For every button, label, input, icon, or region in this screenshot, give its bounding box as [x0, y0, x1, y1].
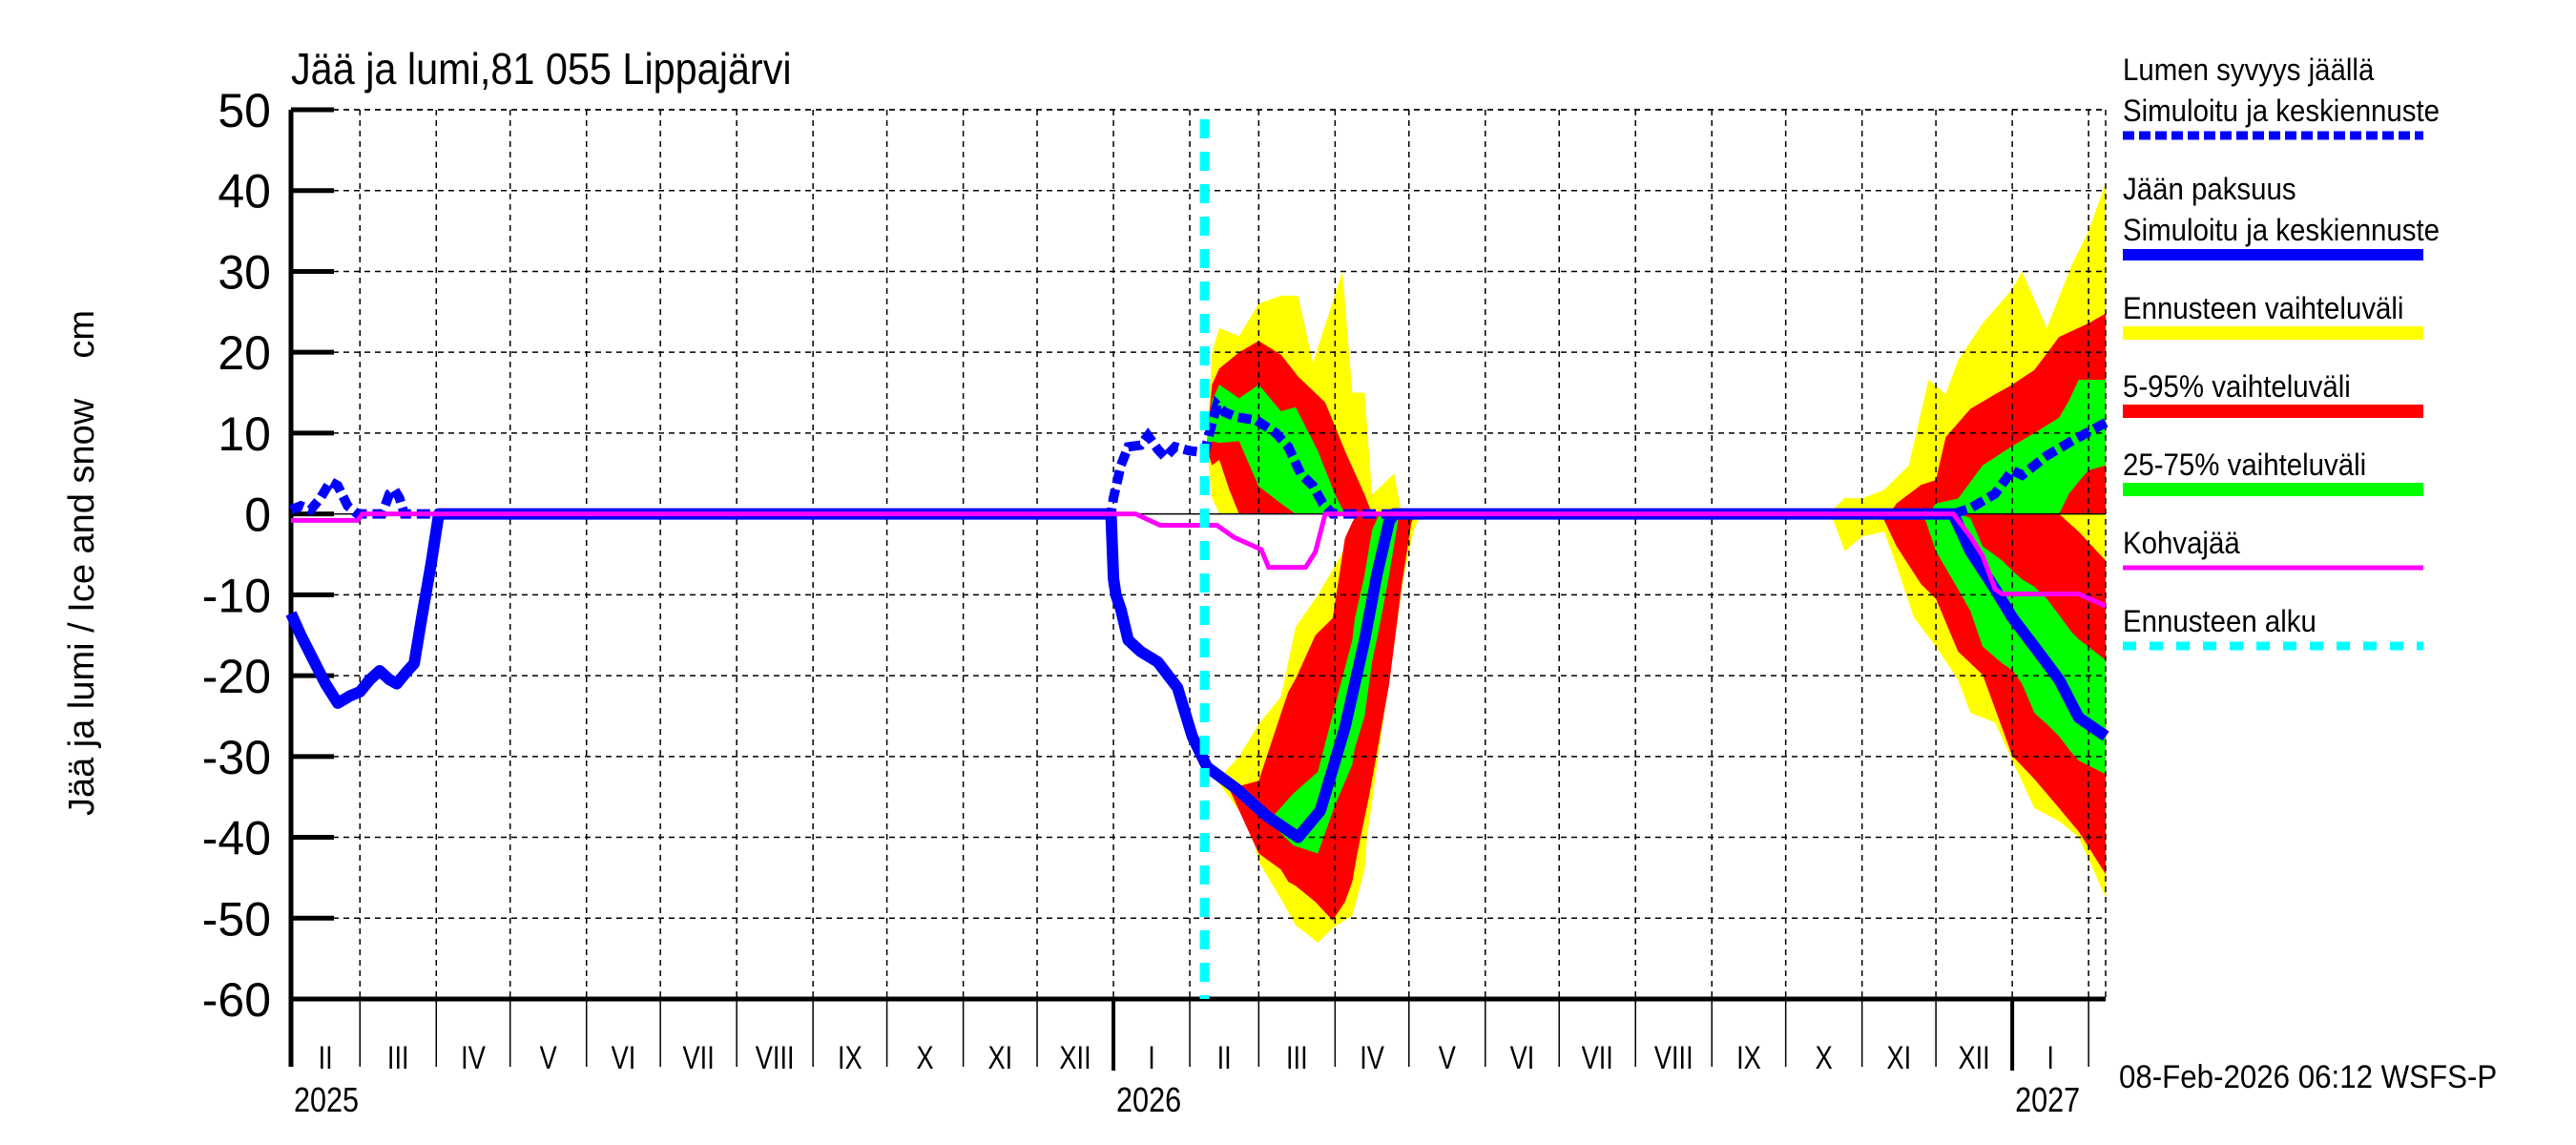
legend-label: 25-75% vaihteluväli	[2123, 448, 2366, 482]
month-label: IX	[838, 1039, 862, 1076]
month-label: III	[387, 1039, 409, 1076]
snow-depth-line	[289, 395, 2109, 519]
legend-label: Jään paksuus	[2123, 172, 2296, 206]
y-tick-label: 0	[244, 489, 271, 542]
legend-label: Kohvajää	[2123, 526, 2241, 560]
month-label: VIII	[1654, 1039, 1693, 1076]
month-label: I	[1148, 1039, 1155, 1076]
month-label: IV	[1360, 1039, 1384, 1076]
month-label: IV	[461, 1039, 486, 1076]
month-label: V	[540, 1039, 558, 1076]
y-tick-label: -50	[202, 892, 271, 946]
month-label: III	[1286, 1039, 1308, 1076]
timestamp: 08-Feb-2026 06:12 WSFS-P	[2119, 1058, 2497, 1095]
series-lines	[285, 119, 2109, 999]
month-label: I	[2046, 1039, 2054, 1076]
band-p25-75-1	[1268, 513, 1400, 854]
month-label: VIII	[756, 1039, 795, 1076]
y-tick-label: 50	[218, 84, 271, 137]
y-tick-label: 30	[218, 245, 271, 299]
month-label: X	[917, 1039, 934, 1076]
year-label: 2025	[294, 1082, 359, 1120]
band-p25-75-3	[1921, 513, 2107, 775]
y-tick-label: -20	[202, 650, 271, 703]
month-label: VI	[1510, 1039, 1535, 1076]
month-label: XI	[1887, 1039, 1912, 1076]
y-tick-label: -60	[202, 973, 271, 1027]
month-label: V	[1439, 1039, 1457, 1076]
legend: Lumen syvyys jäällä Simuloitu ja keskienn…	[2123, 52, 2440, 651]
legend-label: Simuloitu ja keskiennuste	[2123, 213, 2440, 247]
legend-label: Lumen syvyys jäällä	[2123, 52, 2375, 87]
month-label: X	[1816, 1039, 1833, 1076]
month-label: II	[1217, 1039, 1232, 1076]
month-label: VI	[612, 1039, 636, 1076]
kohva-ice-line	[291, 511, 2108, 609]
month-label: XII	[1958, 1039, 1989, 1076]
month-label: XI	[987, 1039, 1012, 1076]
y-axis-label: Jää ja lumi / Ice and snow cm	[62, 310, 102, 816]
year-label: 2026	[1116, 1082, 1181, 1120]
month-label: IX	[1736, 1039, 1761, 1076]
month-label: XII	[1059, 1039, 1091, 1076]
y-tick-label: 40	[218, 165, 271, 219]
y-tick-label: 10	[218, 407, 271, 461]
grid	[291, 109, 2107, 1000]
y-tick-label: -10	[202, 569, 271, 622]
y-tick-label: -40	[202, 812, 271, 865]
legend-label: Ennusteen alku	[2123, 604, 2316, 638]
band-p25-75-2	[1928, 380, 2107, 514]
legend-label: Ennusteen vaihteluväli	[2123, 291, 2403, 325]
y-tick-label: -30	[202, 731, 271, 784]
y-tick-label: 20	[218, 326, 271, 380]
legend-label: Simuloitu ja keskiennuste	[2123, 94, 2440, 128]
chart-title: Jää ja lumi,81 055 Lippajärvi	[291, 45, 792, 94]
month-label: VII	[1582, 1039, 1613, 1076]
month-label: VII	[683, 1039, 715, 1076]
month-label: II	[319, 1039, 333, 1076]
year-label: 2027	[2015, 1082, 2080, 1120]
legend-label: 5-95% vaihteluväli	[2123, 369, 2351, 404]
